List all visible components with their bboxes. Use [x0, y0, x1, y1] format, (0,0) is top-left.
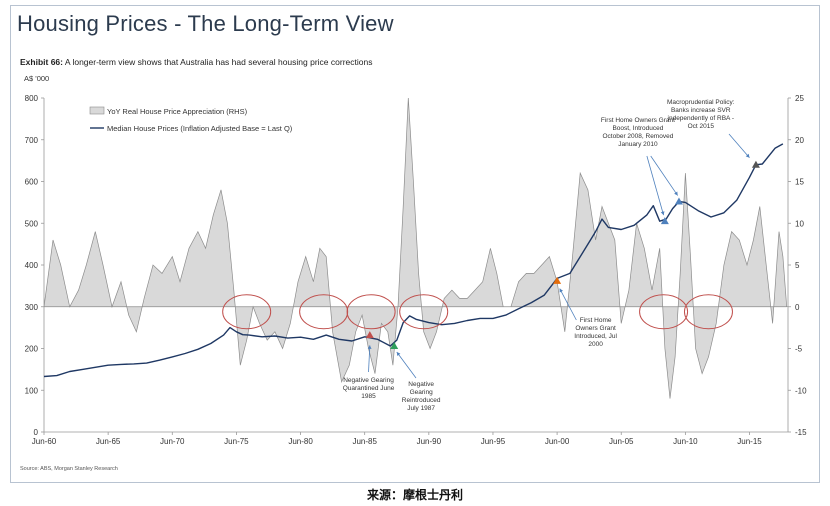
- annotation-macroprudential: Macroprudential Policy: Banks increase SV…: [667, 99, 735, 130]
- annotation-2000: First Home Owners Grant Introduced, Jul 200…: [574, 317, 617, 348]
- y-axis-unit-label: A$ '000: [24, 74, 50, 83]
- y-tick-left-label: 600: [25, 178, 39, 187]
- legend-label-line: Median House Prices (Inflation Adjusted …: [107, 124, 293, 133]
- y-tick-left-label: 200: [25, 345, 39, 354]
- exhibit-caption: Exhibit 66: A longer-term view shows tha…: [20, 57, 372, 67]
- x-tick-label: Jun-10: [673, 437, 698, 446]
- annotation-arrow-2015: [728, 133, 750, 158]
- marker-blue-triangle: [660, 217, 669, 225]
- annotation-arrow-2008-head: [660, 211, 665, 216]
- y-tick-right-label: 0: [795, 303, 800, 312]
- y-tick-right-label: 10: [795, 219, 804, 228]
- exhibit-text: A longer-term view shows that Australia …: [64, 57, 373, 67]
- annotation-1987-line: Negative: [408, 381, 434, 388]
- marker-orange-triangle: [553, 276, 562, 284]
- annotation-macroprudential-line: Banks increase SVR: [671, 107, 731, 114]
- y-tick-right-label: -5: [795, 345, 803, 354]
- x-tick-label: Jun-60: [32, 437, 57, 446]
- x-tick-label: Jun-65: [96, 437, 121, 446]
- x-tick-label: Jun-85: [352, 437, 377, 446]
- marker-red-triangle: [365, 331, 374, 339]
- annotation-1987-line: July 1987: [407, 405, 435, 412]
- annotation-arrow-1985-head: [367, 345, 372, 349]
- y-tick-right-label: 25: [795, 94, 804, 103]
- marker-green-triangle: [390, 341, 399, 349]
- annotation-macroprudential-line: Oct 2015: [688, 123, 715, 130]
- median-price-line: [43, 143, 784, 378]
- annotation-2000-line: 2000: [588, 341, 603, 348]
- annotation-1987: Negative Gearing Reintroduced July 1987: [402, 381, 441, 412]
- x-tick-label: Jun-95: [481, 437, 506, 446]
- annotation-arrow-2000-head: [559, 288, 564, 293]
- annotation-arrow-2010: [650, 155, 679, 196]
- correction-circle: [222, 294, 272, 330]
- y-tick-left-label: 0: [34, 428, 39, 437]
- annotation-arrow-1987-head: [396, 351, 401, 356]
- legend-label-area: YoY Real House Price Appreciation (RHS): [107, 107, 248, 116]
- marker-blue-triangle-2: [674, 197, 683, 205]
- annotation-fhog-boost-line: October 2008, Removed: [603, 133, 674, 140]
- correction-circle: [639, 294, 689, 330]
- y-tick-right-label: -10: [795, 386, 807, 395]
- legend-swatch-area: [89, 106, 105, 115]
- annotation-arrow-2008: [646, 155, 664, 216]
- annotation-1987-line: Reintroduced: [402, 397, 441, 404]
- annotation-arrow-2010-head: [674, 191, 678, 196]
- y-tick-left-label: 800: [25, 94, 39, 103]
- annotation-fhog-boost: First Home Owners Grant Boost, Introduced…: [601, 117, 675, 148]
- y-tick-left-label: 700: [25, 136, 39, 145]
- page-title: Housing Prices - The Long-Term View: [17, 11, 394, 36]
- annotation-arrow-2000: [559, 288, 577, 321]
- y-tick-right-label: 20: [795, 136, 804, 145]
- image-caption: 来源：摩根士丹利: [366, 488, 463, 502]
- y-tick-left-label: 100: [25, 386, 39, 395]
- annotation-arrow-2015-head: [745, 153, 750, 158]
- annotation-1987-line: Gearing: [410, 389, 434, 396]
- annotation-1985-line: Quarantined June: [343, 385, 395, 392]
- x-tick-label: Jun-80: [288, 437, 313, 446]
- y-tick-right-label: 5: [795, 261, 800, 270]
- y-tick-left-label: 500: [25, 219, 39, 228]
- annotation-fhog-boost-line: January 2010: [618, 141, 658, 148]
- x-tick-label: Jun-70: [160, 437, 185, 446]
- exhibit-label: Exhibit 66:: [20, 57, 63, 67]
- yoy-appreciation-area: [44, 98, 788, 399]
- annotation-arrow-1987: [396, 351, 417, 379]
- x-tick-label: Jun-05: [609, 437, 634, 446]
- x-tick-label: Jun-75: [224, 437, 249, 446]
- y-tick-right-label: 15: [795, 178, 804, 187]
- x-tick-label: Jun-00: [545, 437, 570, 446]
- annotation-2000-line: Owners Grant: [575, 325, 616, 332]
- correction-circle: [346, 294, 396, 330]
- annotation-2000-line: First Home: [580, 317, 612, 324]
- annotation-macroprudential-line: Macroprudential Policy:: [667, 99, 735, 106]
- correction-circle: [399, 294, 449, 330]
- annotation-1985-line: Negative Gearing: [343, 377, 394, 384]
- annotation-fhog-boost-line: First Home Owners Grant: [601, 117, 675, 124]
- marker-dark-triangle: [751, 160, 760, 168]
- correction-circle: [683, 294, 733, 330]
- annotation-1985-line: 1985: [361, 393, 376, 400]
- y-tick-left-label: 300: [25, 303, 39, 312]
- annotation-macroprudential-line: independently of RBA -: [668, 115, 735, 122]
- annotation-1985: Negative Gearing Quarantined June 1985: [343, 377, 395, 400]
- x-tick-label: Jun-15: [737, 437, 762, 446]
- x-tick-label: Jun-90: [417, 437, 442, 446]
- source-note: Source: ABS, Morgan Stanley Research: [20, 466, 118, 472]
- y-tick-left-label: 400: [25, 261, 39, 270]
- y-tick-right-label: -15: [795, 428, 807, 437]
- annotation-arrow-1985: [368, 345, 371, 373]
- annotation-2000-line: Introduced, Jul: [574, 333, 617, 340]
- correction-circle: [299, 294, 349, 330]
- annotation-fhog-boost-line: Boost, Introduced: [612, 125, 663, 132]
